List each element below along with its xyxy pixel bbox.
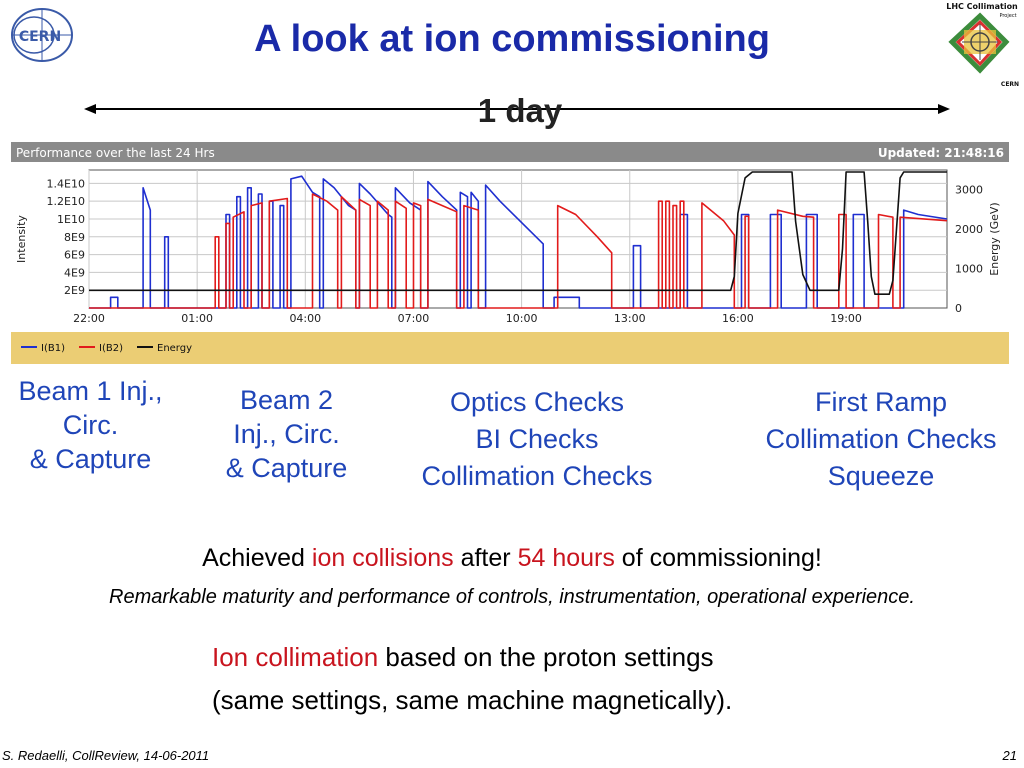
axis-labels: 22:00 01:00 04:00 07:00 10:00 13:00 16:00 19:00… [47, 177, 983, 325]
x-tick-label: 07:00 [398, 312, 430, 325]
x-tick-label: 01:00 [181, 312, 213, 325]
series-i-b2- [89, 193, 948, 309]
y-right-axis-label: Energy (GeV) [988, 202, 1001, 275]
lhc-logo-subtitle: Project [999, 13, 1016, 19]
y-right-tick-label: 0 [955, 302, 962, 315]
x-tick-label: 10:00 [506, 312, 538, 325]
y-right-tick-label: 2000 [955, 223, 983, 236]
collimation-statement: Ion collimation based on the proton sett… [212, 636, 732, 722]
x-tick-label: 16:00 [722, 312, 754, 325]
y-left-tick-label: 2E9 [64, 284, 85, 297]
phase-ramp: First Ramp Collimation Checks Squeeze [740, 384, 1022, 495]
y-left-tick-label: 1.2E10 [47, 195, 85, 208]
achieved-highlight-collisions: ion collisions [311, 544, 454, 572]
y-right-tick-label: 3000 [955, 184, 983, 197]
achieved-statement: Achieved ion collisions after 54 hours o… [0, 544, 1024, 573]
cern-logo: CERN [6, 4, 78, 66]
page-title: A look at ion commissioning [254, 18, 770, 60]
phase-line: & Capture [225, 453, 348, 483]
phase-line: Inj., Circ. [233, 419, 340, 449]
page-number: 21 [1002, 748, 1017, 763]
achieved-mid: after [453, 544, 518, 572]
phase-line: BI Checks [475, 424, 599, 454]
legend-label: I(B1) [41, 343, 65, 354]
y-left-tick-label: 6E9 [64, 249, 85, 262]
duration-arrow [84, 104, 950, 114]
y-left-tick-label: 4E9 [64, 266, 85, 279]
collimation-line-1: Ion collimation based on the proton sett… [212, 636, 732, 679]
collimation-line-1-rest: based on the proton settings [378, 642, 714, 672]
lhc-collimation-logo: LHC Collimation Project CERN [940, 0, 1024, 88]
x-tick-label: 22:00 [73, 312, 105, 325]
phase-beam2: Beam 2 Inj., Circ. & Capture [214, 383, 359, 485]
phase-line: Collimation Checks [421, 461, 653, 491]
phase-line: & Capture [29, 444, 152, 474]
plot-background [11, 162, 1009, 332]
phase-line: Collimation Checks [765, 424, 997, 454]
achieved-highlight-hours: 54 hours [517, 544, 615, 572]
cern-logo-text: CERN [19, 29, 61, 45]
collimation-line-2: (same settings, same machine magneticall… [212, 685, 733, 715]
lhc-logo-footer: CERN [1001, 81, 1019, 88]
phase-line: Beam 2 [239, 385, 334, 415]
y-left-tick-label: 8E9 [64, 231, 85, 244]
chart-header-bar [11, 142, 1009, 162]
y-left-tick-label: 1E10 [57, 213, 85, 226]
achieved-pre: Achieved [202, 544, 312, 572]
x-tick-label: 19:00 [830, 312, 862, 325]
collimation-highlight: Ion collimation [212, 642, 379, 672]
lhc-logo-title: LHC Collimation [946, 2, 1018, 11]
performance-chart: Performance over the last 24 Hrs Updated… [11, 142, 1009, 364]
series-lines [89, 171, 948, 309]
phase-line: Squeeze [827, 461, 935, 491]
legend-label: I(B2) [99, 343, 123, 354]
legend-label: Energy [157, 343, 192, 354]
phase-line: First Ramp [814, 387, 947, 417]
phase-line: Beam 1 Inj., [18, 376, 163, 406]
remark-text: Remarkable maturity and performance of c… [109, 586, 915, 608]
achieved-post: of commissioning! [614, 544, 822, 572]
x-tick-label: 04:00 [289, 312, 321, 325]
chart-header-left: Performance over the last 24 Hrs [16, 146, 215, 160]
y-right-tick-label: 1000 [955, 263, 983, 276]
chart-legend: I(B1) I(B2) Energy [21, 343, 192, 354]
phase-line: Optics Checks [449, 387, 625, 417]
footer-author: S. Redaelli, CollReview, 14-06-2011 [2, 748, 210, 763]
chart-header-right: Updated: 21:48:16 [878, 146, 1004, 160]
phase-line: Circ. [62, 410, 119, 440]
y-left-axis-label: Intensity [15, 215, 28, 263]
series-energy [89, 171, 947, 295]
x-tick-label: 13:00 [614, 312, 646, 325]
phase-checks: Optics Checks BI Checks Collimation Chec… [398, 384, 676, 495]
y-left-tick-label: 1.4E10 [47, 177, 85, 190]
phase-beam1: Beam 1 Inj., Circ. & Capture [8, 374, 173, 476]
duration-label: 1 day [477, 92, 563, 129]
